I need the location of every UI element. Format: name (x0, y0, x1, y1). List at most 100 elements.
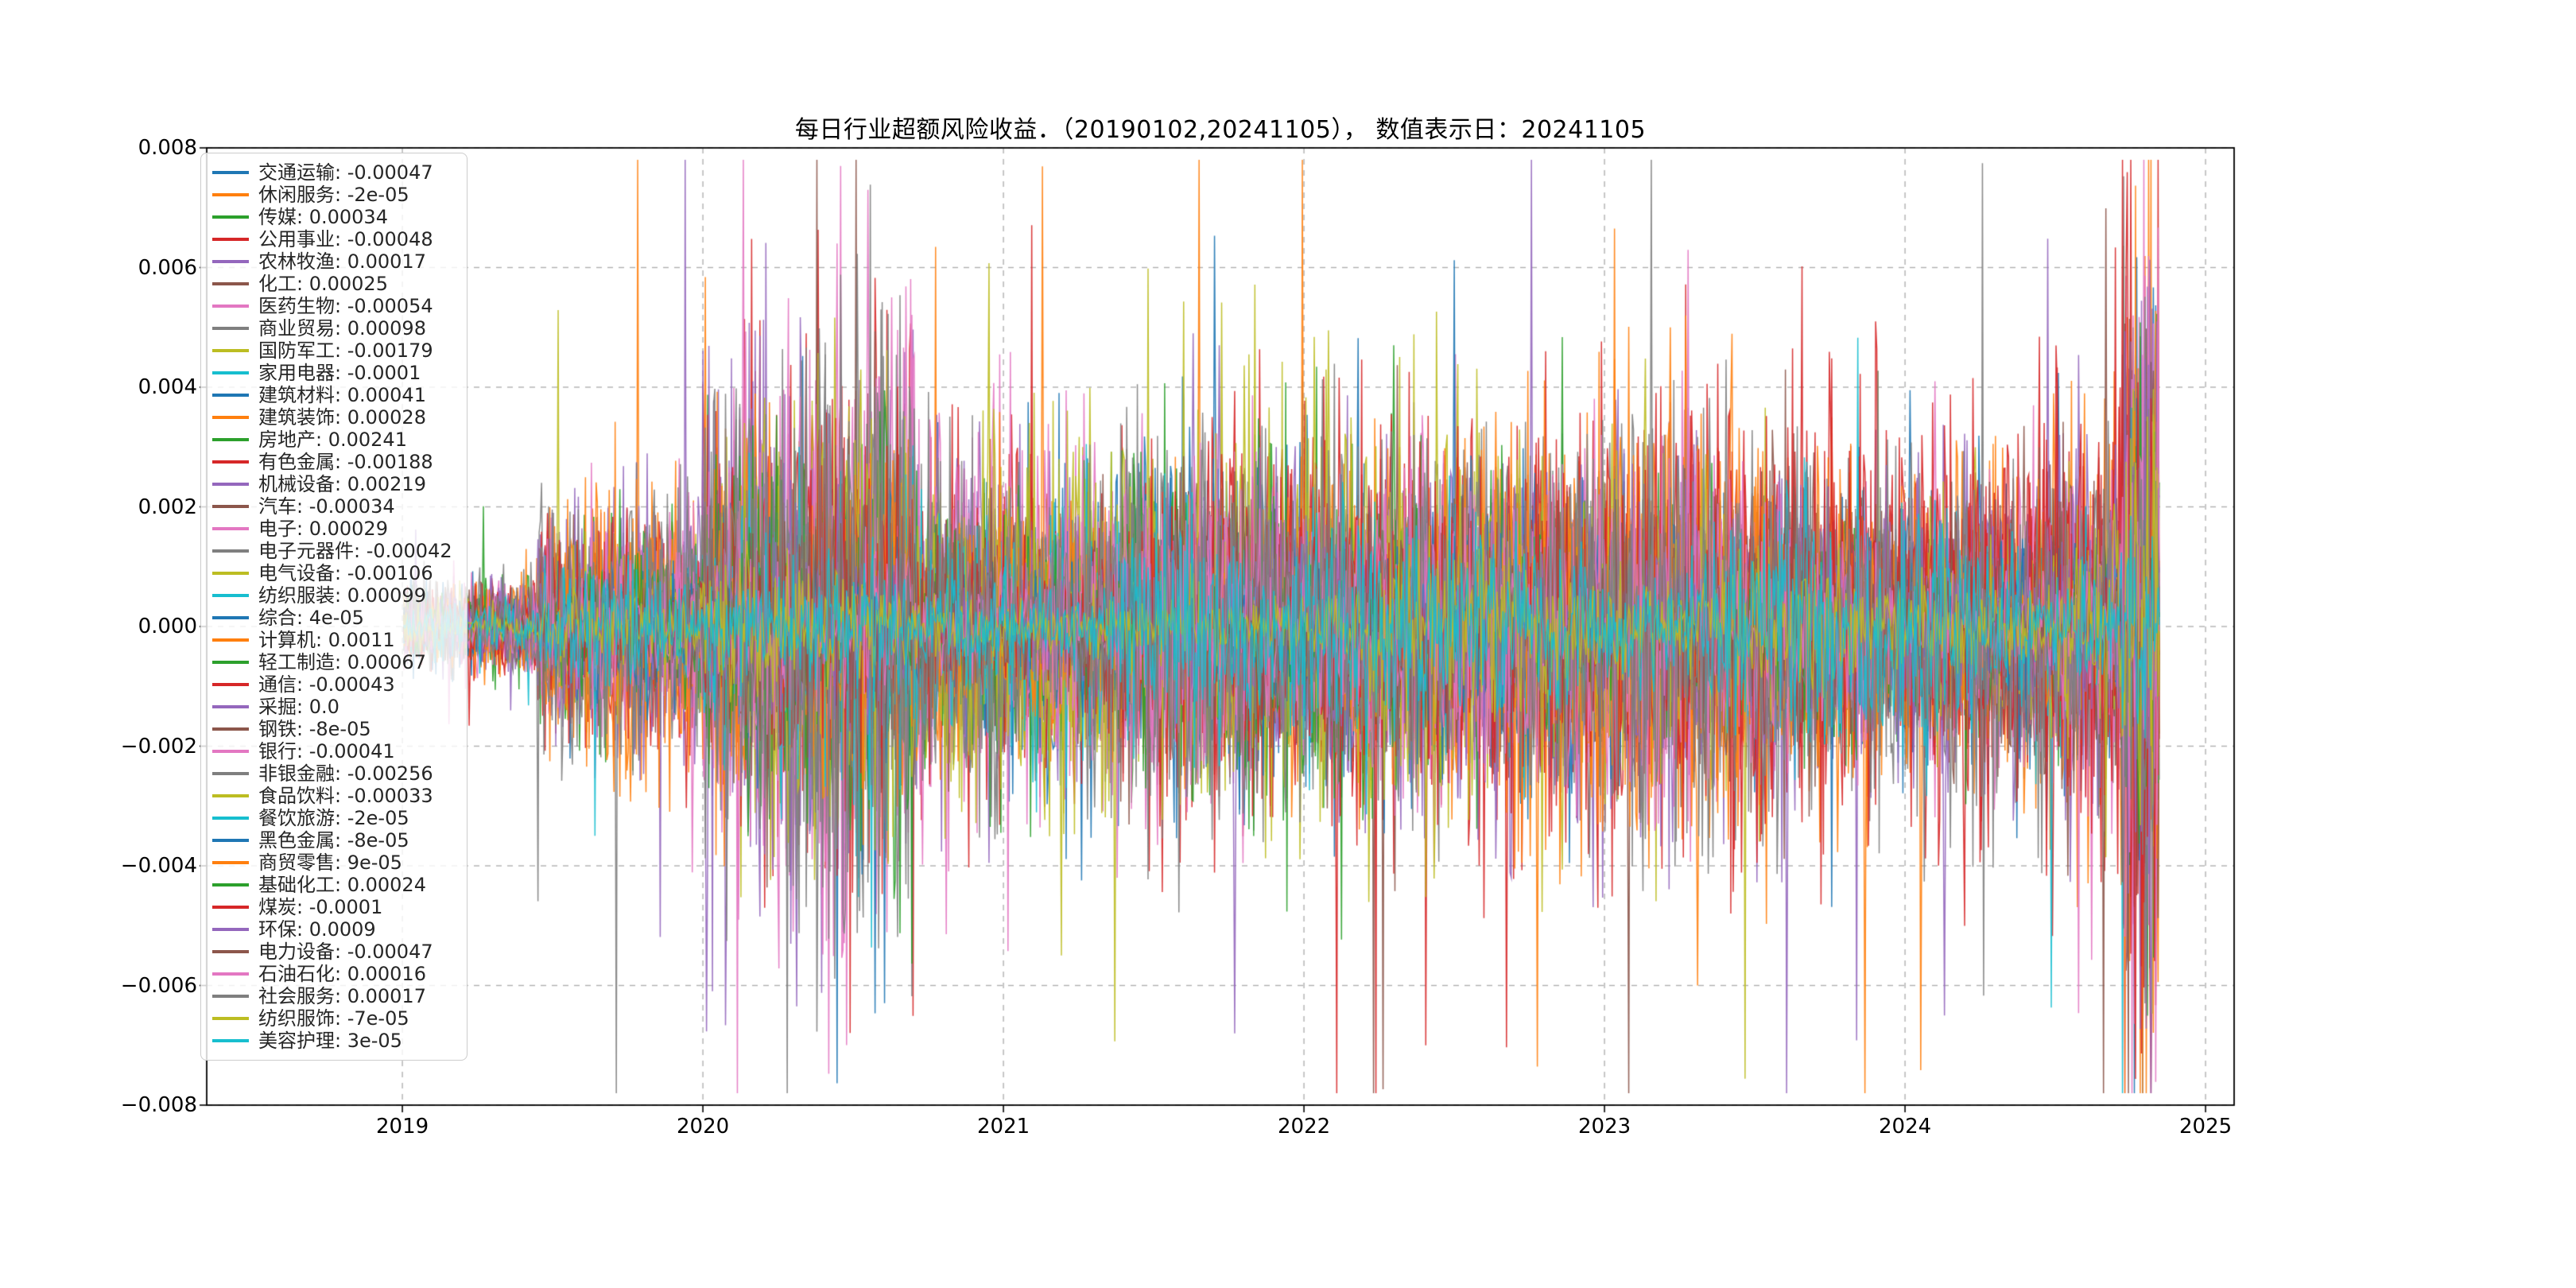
legend-label: 休闲服务: -2e-05 (258, 184, 409, 206)
legend-line-swatch (212, 928, 249, 931)
legend-line-swatch (212, 817, 249, 820)
legend-line-swatch (212, 705, 249, 708)
legend-item: 计算机: 0.0011 (212, 629, 452, 651)
legend-label: 美容护理: 3e-05 (258, 1030, 402, 1052)
legend-item: 化工: 0.00025 (212, 273, 452, 295)
legend-label: 公用事业: -0.00048 (258, 228, 433, 250)
legend-label: 机械设备: 0.00219 (258, 473, 426, 495)
legend-item: 煤炭: -0.0001 (212, 896, 452, 918)
legend-line-swatch (212, 750, 249, 753)
legend-line-swatch (212, 483, 249, 486)
legend-item: 商业贸易: 0.00098 (212, 317, 452, 339)
legend-line-swatch (212, 327, 249, 330)
legend-line-swatch (212, 794, 249, 797)
legend-label: 煤炭: -0.0001 (258, 896, 383, 918)
legend-line-swatch (212, 616, 249, 619)
legend-line-swatch (212, 772, 249, 775)
legend-label: 家用电器: -0.0001 (258, 362, 421, 384)
legend-label: 采掘: 0.0 (258, 696, 339, 718)
legend-item: 商贸零售: 9e-05 (212, 852, 452, 874)
legend-label: 钢铁: -8e-05 (258, 718, 371, 740)
legend-label: 环保: 0.0009 (258, 918, 376, 941)
legend-item: 社会服务: 0.00017 (212, 985, 452, 1007)
legend-line-swatch (212, 215, 249, 219)
legend-item: 房地产: 0.00241 (212, 429, 452, 451)
legend-item: 纺织服装: 0.00099 (212, 584, 452, 607)
legend-item: 轻工制造: 0.00067 (212, 651, 452, 673)
legend-label: 有色金属: -0.00188 (258, 451, 433, 473)
legend-line-swatch (212, 839, 249, 842)
legend-label: 黑色金属: -8e-05 (258, 829, 409, 852)
legend-item: 基础化工: 0.00024 (212, 874, 452, 896)
legend-label: 餐饮旅游: -2e-05 (258, 807, 409, 829)
legend-label: 农林牧渔: 0.00017 (258, 250, 426, 273)
legend-line-swatch (212, 727, 249, 731)
legend-item: 建筑装饰: 0.00028 (212, 406, 452, 429)
legend-label: 建筑装饰: 0.00028 (258, 406, 426, 429)
legend-line-swatch (212, 861, 249, 864)
legend-line-swatch (212, 371, 249, 374)
legend-item: 钢铁: -8e-05 (212, 718, 452, 740)
legend-item: 公用事业: -0.00048 (212, 228, 452, 250)
legend-item: 电力设备: -0.00047 (212, 941, 452, 963)
legend-line-swatch (212, 950, 249, 953)
legend-line-swatch (212, 549, 249, 553)
legend-line-swatch (212, 906, 249, 909)
legend-line-swatch (212, 460, 249, 464)
legend-label: 交通运输: -0.00047 (258, 161, 433, 184)
legend-label: 纺织服饰: -7e-05 (258, 1007, 409, 1030)
legend-label: 石油石化: 0.00016 (258, 963, 426, 985)
legend-item: 纺织服饰: -7e-05 (212, 1007, 452, 1030)
legend-item: 休闲服务: -2e-05 (212, 184, 452, 206)
legend-item: 有色金属: -0.00188 (212, 451, 452, 473)
legend-item: 综合: 4e-05 (212, 607, 452, 629)
legend-line-swatch (212, 594, 249, 597)
legend-line-swatch (212, 527, 249, 530)
legend-item: 食品饮料: -0.00033 (212, 785, 452, 807)
legend: 交通运输: -0.00047 休闲服务: -2e-05 传媒: 0.00034 公用事… (200, 153, 467, 1061)
legend-line-swatch (212, 349, 249, 352)
legend-line-swatch (212, 572, 249, 575)
legend-item: 医药生物: -0.00054 (212, 295, 452, 317)
legend-label: 房地产: 0.00241 (258, 429, 407, 451)
legend-line-swatch (212, 282, 249, 285)
legend-item: 采掘: 0.0 (212, 696, 452, 718)
legend-label: 纺织服装: 0.00099 (258, 584, 426, 607)
legend-label: 汽车: -0.00034 (258, 495, 395, 518)
legend-item: 家用电器: -0.0001 (212, 362, 452, 384)
legend-label: 电气设备: -0.00106 (258, 562, 433, 584)
legend-label: 通信: -0.00043 (258, 673, 395, 696)
legend-item: 银行: -0.00041 (212, 740, 452, 762)
legend-line-swatch (212, 683, 249, 686)
legend-label: 食品饮料: -0.00033 (258, 785, 433, 807)
legend-item: 环保: 0.0009 (212, 918, 452, 941)
legend-line-swatch (212, 305, 249, 308)
legend-line-swatch (212, 972, 249, 976)
legend-label: 建筑材料: 0.00041 (258, 384, 426, 406)
legend-label: 商业贸易: 0.00098 (258, 317, 426, 339)
legend-line-swatch (212, 505, 249, 508)
legend-line-swatch (212, 193, 249, 196)
legend-label: 计算机: 0.0011 (258, 629, 395, 651)
legend-label: 传媒: 0.00034 (258, 206, 388, 228)
legend-label: 轻工制造: 0.00067 (258, 651, 426, 673)
legend-label: 国防军工: -0.00179 (258, 339, 433, 362)
legend-item: 国防军工: -0.00179 (212, 339, 452, 362)
legend-item: 农林牧渔: 0.00017 (212, 250, 452, 273)
legend-label: 化工: 0.00025 (258, 273, 388, 295)
legend-line-swatch (212, 171, 249, 174)
legend-label: 综合: 4e-05 (258, 607, 364, 629)
legend-label: 电力设备: -0.00047 (258, 941, 433, 963)
legend-line-swatch (212, 661, 249, 664)
legend-label: 基础化工: 0.00024 (258, 874, 426, 896)
legend-item: 电气设备: -0.00106 (212, 562, 452, 584)
legend-label: 社会服务: 0.00017 (258, 985, 426, 1007)
legend-line-swatch (212, 1039, 249, 1042)
legend-line-swatch (212, 438, 249, 441)
legend-item: 通信: -0.00043 (212, 673, 452, 696)
legend-line-swatch (212, 260, 249, 263)
legend-item: 机械设备: 0.00219 (212, 473, 452, 495)
legend-item: 交通运输: -0.00047 (212, 161, 452, 184)
legend-line-swatch (212, 394, 249, 397)
